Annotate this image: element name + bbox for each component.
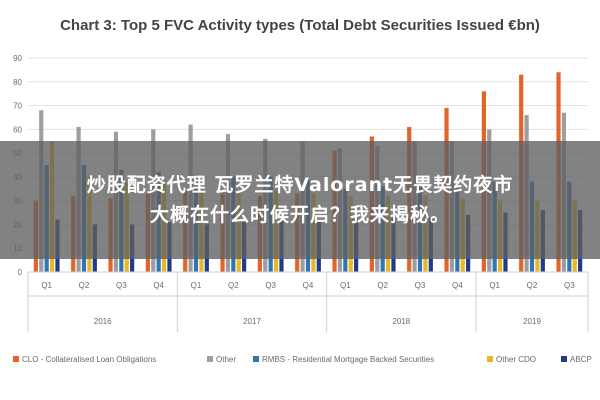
x-tick-label: Q1 — [191, 281, 202, 290]
overlay-text-line-1: 炒股配资代理 瓦罗兰特Valorant无畏契约夜市 — [86, 174, 514, 196]
y-tick-label: 70 — [13, 102, 22, 111]
x-tick-label: Q1 — [41, 281, 52, 290]
x-tick-label: Q1 — [489, 281, 500, 290]
legend-label: ABCP — [570, 355, 592, 364]
legend-swatch — [487, 356, 493, 362]
x-tick-label: Q2 — [377, 281, 388, 290]
y-tick-label: 0 — [18, 268, 23, 277]
year-label: 2019 — [523, 317, 541, 326]
x-tick-label: Q2 — [527, 281, 538, 290]
y-tick-label: 80 — [13, 78, 22, 87]
chart-title: Chart 3: Top 5 FVC Activity types (Total… — [60, 17, 540, 34]
legend-label: RMBS - Residential Mortgage Backed Secur… — [262, 355, 434, 364]
x-tick-label: Q2 — [79, 281, 90, 290]
x-tick-label: Q4 — [153, 281, 164, 290]
legend-label: CLO - Collateralised Loan Obligations — [22, 355, 156, 364]
x-tick-label: Q3 — [265, 281, 276, 290]
legend-swatch — [253, 356, 259, 362]
legend: CLO - Collateralised Loan Obligations Oth… — [13, 355, 592, 364]
x-axis: Q1 Q2 Q3 Q4 Q1 Q2 Q3 Q4 Q1 Q2 Q3 Q4 Q1 Q2 Q3 2016 2017 20… — [27, 271, 589, 332]
legend-swatch — [13, 356, 19, 362]
overlay-text-line-2: 大概在什么时候开启？我来揭秘。 — [149, 204, 450, 226]
legend-swatch — [207, 356, 213, 362]
x-tick-label: Q3 — [415, 281, 426, 290]
x-tick-label: Q3 — [564, 281, 575, 290]
x-tick-label: Q4 — [303, 281, 314, 290]
legend-label: Other — [216, 355, 236, 364]
year-label: 2016 — [94, 317, 112, 326]
x-tick-label: Q4 — [452, 281, 463, 290]
year-label: 2018 — [392, 317, 410, 326]
y-tick-label: 90 — [13, 54, 22, 63]
x-tick-label: Q2 — [228, 281, 239, 290]
x-tick-label: Q1 — [340, 281, 351, 290]
year-label: 2017 — [243, 317, 261, 326]
y-tick-label: 60 — [13, 125, 22, 134]
legend-label: Other CDO — [496, 355, 536, 364]
overlay-banner: 炒股配资代理 瓦罗兰特Valorant无畏契约夜市 大概在什么时候开启？我来揭秘… — [0, 141, 600, 259]
legend-swatch — [561, 356, 567, 362]
x-tick-label: Q3 — [116, 281, 127, 290]
